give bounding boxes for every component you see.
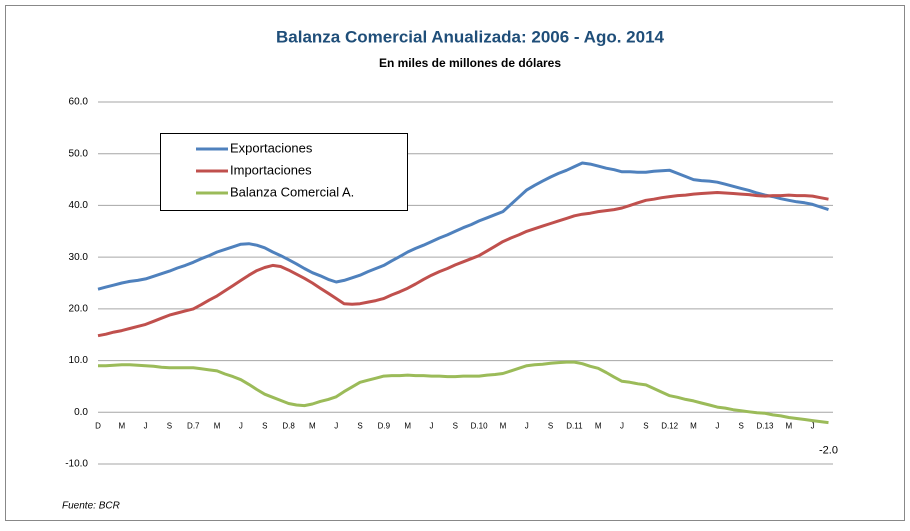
x-tick-label: D.9 xyxy=(378,421,391,430)
x-tick-label: M xyxy=(690,421,697,430)
x-tick-label: J xyxy=(429,421,433,430)
y-tick-label: 30.0 xyxy=(69,252,89,263)
series-line xyxy=(97,191,829,338)
x-tick-label: J xyxy=(811,421,815,430)
y-tick-label: 10.0 xyxy=(69,355,89,366)
x-tick-label: D.10 xyxy=(471,421,488,430)
y-tick-label: 50.0 xyxy=(69,148,89,159)
y-tick-label: 60.0 xyxy=(69,97,89,108)
chart-title: Balanza Comercial Anualizada: 2006 - Ago… xyxy=(276,27,665,46)
x-tick-label: D.12 xyxy=(661,421,678,430)
source-note: Fuente: BCR xyxy=(62,501,120,512)
x-tick-label: J xyxy=(144,421,148,430)
x-tick-label: M xyxy=(214,421,221,430)
x-tick-label: J xyxy=(334,421,338,430)
series-line xyxy=(98,360,829,425)
x-tick-label: J xyxy=(620,421,624,430)
x-tick-label: S xyxy=(262,421,267,430)
chart-subtitle: En miles de millones de dólares xyxy=(379,56,561,70)
x-tick-label: J xyxy=(715,421,719,430)
x-tick-label: J xyxy=(239,421,243,430)
legend-label: Balanza Comercial A. xyxy=(230,184,354,199)
x-tick-label: D.13 xyxy=(757,421,774,430)
x-tick-label: M xyxy=(309,421,316,430)
x-tick-label: M xyxy=(118,421,125,430)
chart-frame xyxy=(5,5,905,521)
y-tick-label: 0.0 xyxy=(74,407,88,418)
x-tick-label: S xyxy=(548,421,553,430)
y-tick-label: 40.0 xyxy=(69,200,89,211)
x-tick-label: D.11 xyxy=(566,421,583,430)
x-tick-label: S xyxy=(643,421,648,430)
y-tick-label: -10.0 xyxy=(65,459,88,470)
x-tick-label: J xyxy=(525,421,529,430)
legend-label: Exportaciones xyxy=(230,140,313,155)
data-label: -2.0 xyxy=(819,445,838,457)
x-tick-label: D xyxy=(95,421,101,430)
x-tick-label: M xyxy=(595,421,602,430)
x-tick-label: M xyxy=(785,421,792,430)
x-tick-label: S xyxy=(357,421,362,430)
x-tick-label: S xyxy=(453,421,458,430)
x-tick-label: M xyxy=(500,421,507,430)
x-tick-label: D.7 xyxy=(187,421,200,430)
x-tick-label: D.8 xyxy=(282,421,295,430)
legend-label: Importaciones xyxy=(230,162,312,177)
series-line xyxy=(97,161,829,291)
x-tick-label: S xyxy=(167,421,172,430)
x-tick-label: M xyxy=(404,421,411,430)
x-tick-label: S xyxy=(738,421,743,430)
y-tick-label: 20.0 xyxy=(69,303,89,314)
